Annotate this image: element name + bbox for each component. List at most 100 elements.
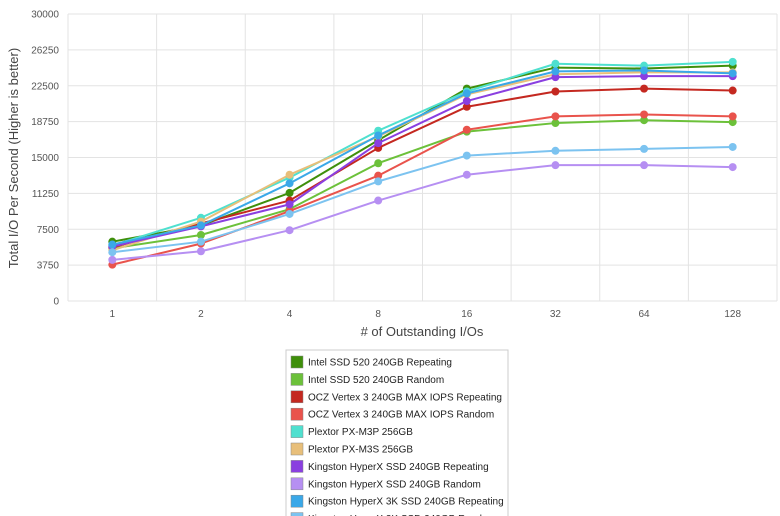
series-lines	[108, 57, 737, 269]
data-point	[462, 89, 471, 98]
data-point	[374, 171, 383, 180]
y-tick-label: 15000	[31, 153, 59, 164]
data-point	[108, 248, 117, 257]
legend: Intel SSD 520 240GB Repeating Intel SSD 5…	[285, 349, 509, 516]
data-point	[640, 110, 649, 119]
legend-swatch	[290, 460, 304, 473]
x-tick-label: 128	[724, 309, 741, 320]
legend-swatch	[290, 355, 304, 369]
y-tick-labels: 0 3750 7500 11250 15000 18750 22500 26250 30000	[31, 10, 59, 308]
data-point	[640, 84, 649, 93]
x-axis-title: # of Outstanding I/Os	[361, 324, 484, 339]
data-point	[196, 247, 205, 256]
y-axis-title: Total I/O Per Second (Higher is better)	[6, 48, 21, 268]
legend-label: Intel SSD 520 240GB Random	[308, 375, 444, 386]
legend-label: Kingston HyperX 3K SSD 240GB Repeating	[308, 497, 504, 508]
data-point	[462, 170, 471, 179]
legend-swatch	[290, 477, 304, 491]
grid	[67, 13, 778, 302]
data-point	[551, 112, 560, 121]
y-tick-label: 0	[53, 297, 59, 308]
data-point	[462, 151, 471, 160]
series-line	[112, 75, 733, 248]
data-point	[551, 119, 560, 128]
data-point	[285, 179, 294, 188]
data-point	[462, 97, 471, 106]
x-tick-label: 32	[550, 309, 562, 320]
data-point	[285, 226, 294, 235]
x-tick-labels: 1 2 4 8 16 32 64 128	[110, 309, 742, 320]
series-line	[112, 145, 733, 254]
series-10	[108, 142, 737, 257]
data-point	[196, 237, 205, 246]
data-point	[374, 159, 383, 168]
series-8	[108, 161, 737, 264]
legend-label: Intel SSD 520 240GB Repeating	[308, 358, 452, 369]
legend-swatch	[290, 373, 304, 386]
data-point	[374, 139, 383, 148]
series-line	[112, 60, 733, 247]
data-point	[285, 170, 294, 179]
series-line	[112, 164, 733, 261]
data-point	[640, 116, 649, 125]
data-point	[196, 221, 205, 230]
legend-label: OCZ Vertex 3 240GB MAX IOPS Repeating	[308, 392, 502, 403]
legend-swatch	[290, 425, 304, 438]
data-point	[551, 59, 560, 68]
data-point	[728, 69, 737, 78]
data-point	[108, 240, 117, 249]
y-tick-label: 7500	[37, 225, 60, 236]
x-tick-label: 2	[198, 309, 204, 320]
legend-label: Plextor PX-M3P 256GB	[308, 427, 413, 438]
data-point	[285, 209, 294, 218]
data-point	[728, 57, 737, 66]
y-tick-label: 11250	[32, 189, 60, 200]
data-point	[374, 196, 383, 205]
data-point	[640, 161, 649, 170]
data-point	[640, 144, 649, 153]
series-line	[112, 87, 733, 249]
legend-swatch	[290, 407, 304, 421]
legend-swatch	[290, 390, 304, 404]
data-point	[728, 118, 737, 127]
data-point	[551, 161, 560, 170]
series-line	[112, 119, 733, 250]
data-point	[551, 87, 560, 96]
legend-label: Kingston HyperX SSD 240GB Repeating	[308, 462, 489, 473]
data-point	[728, 112, 737, 121]
legend-swatch	[290, 442, 304, 456]
y-tick-label: 18750	[31, 117, 59, 128]
legend-frame	[285, 349, 509, 516]
series-line	[112, 69, 733, 246]
data-point	[551, 146, 560, 155]
y-tick-label: 3750	[37, 261, 60, 272]
x-tick-label: 8	[375, 309, 381, 320]
data-point	[196, 230, 205, 239]
data-point	[374, 131, 383, 140]
legend-label: Plextor PX-M3S 256GB	[308, 445, 413, 456]
legend-label: OCZ Vertex 3 240GB MAX IOPS Random	[308, 410, 494, 421]
series-9	[108, 66, 737, 249]
y-tick-label: 26250	[31, 45, 59, 56]
data-point	[640, 66, 649, 75]
data-point	[640, 72, 649, 81]
x-tick-label: 4	[287, 309, 293, 320]
legend-label: Kingston HyperX 3K SSD 240GB Random	[308, 514, 496, 516]
legend-swatch	[290, 494, 304, 508]
data-point	[462, 102, 471, 111]
data-point	[108, 255, 117, 264]
y-tick-label: 30000	[31, 10, 59, 21]
series-line	[112, 113, 733, 266]
data-point	[285, 188, 294, 197]
legend-swatch	[290, 512, 304, 516]
data-point	[728, 142, 737, 151]
legend-label: Kingston HyperX SSD 240GB Random	[308, 479, 481, 490]
x-tick-label: 16	[461, 309, 473, 320]
data-point	[728, 86, 737, 95]
y-tick-label: 22500	[31, 81, 59, 92]
data-point	[374, 177, 383, 186]
data-point	[551, 67, 560, 76]
data-point	[728, 163, 737, 172]
x-tick-label: 64	[639, 309, 651, 320]
